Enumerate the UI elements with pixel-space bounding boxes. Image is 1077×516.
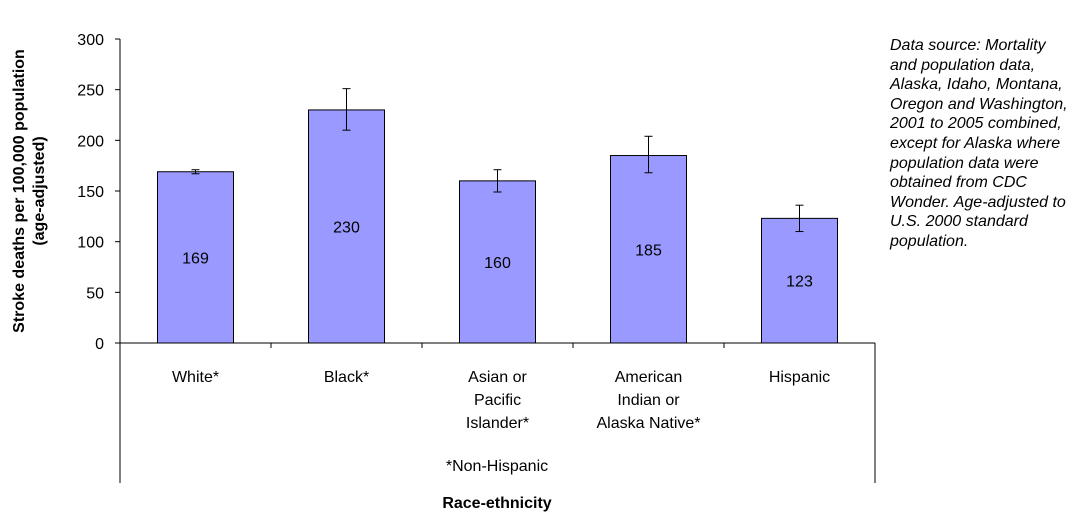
y-tick-label: 100 <box>77 235 104 252</box>
category-label: Asian or Pacific Islander* <box>466 369 529 432</box>
bars: 169 230 160 185 123 <box>157 88 838 344</box>
category-label: Hispanic <box>769 369 830 386</box>
footnote-non-hispanic: *Non-Hispanic <box>446 458 548 475</box>
y-tick-label: 50 <box>86 285 104 302</box>
y-axis-ticks: 0 50 100 150 200 250 300 <box>77 32 120 353</box>
y-tick-label: 300 <box>77 32 104 49</box>
y-axis-title-line: (age-adjusted) <box>31 136 48 245</box>
bar <box>761 217 838 344</box>
data-source-note: Data source: Mortality and population da… <box>890 37 1068 250</box>
bar-data-label: 230 <box>333 219 360 236</box>
category-label: Black* <box>324 369 369 386</box>
y-tick-label: 200 <box>77 133 104 150</box>
category-label: American Indian or Alaska Native* <box>596 369 700 432</box>
bar-data-label: 169 <box>182 250 209 267</box>
axes <box>119 39 876 483</box>
y-axis-title: Stroke deaths per 100,000 population (age… <box>11 49 48 333</box>
y-tick-label: 150 <box>77 184 104 201</box>
bar <box>459 180 536 344</box>
bar-data-label: 123 <box>786 274 813 291</box>
y-tick-label: 0 <box>95 336 104 353</box>
bar-data-label: 185 <box>635 242 662 259</box>
bar <box>308 109 385 344</box>
x-axis-title: Race-ethnicity <box>442 495 551 512</box>
y-tick-label: 250 <box>77 83 104 100</box>
y-axis-title-line: Stroke deaths per 100,000 population <box>11 49 28 333</box>
category-labels: White* Black* Asian or Pacific Islander* Amer… <box>172 369 830 432</box>
bar <box>610 155 687 344</box>
bar-data-label: 160 <box>484 255 511 272</box>
category-label: White* <box>172 369 219 386</box>
